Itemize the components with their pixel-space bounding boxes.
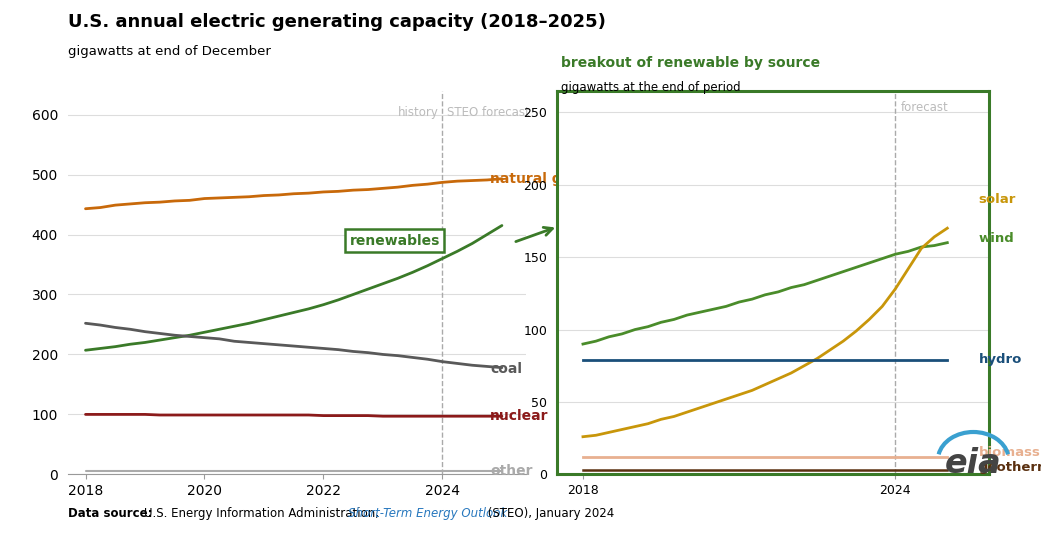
Text: breakout of renewable by source: breakout of renewable by source (561, 56, 820, 70)
Text: biomass: biomass (979, 446, 1040, 459)
Text: other: other (490, 464, 533, 479)
Text: gigawatts at the end of period: gigawatts at the end of period (561, 81, 741, 94)
Text: hydro: hydro (979, 353, 1022, 367)
Text: gigawatts at end of December: gigawatts at end of December (68, 45, 271, 58)
Text: Data source:: Data source: (68, 507, 152, 520)
Text: geothermal: geothermal (979, 461, 1041, 474)
Text: coal: coal (490, 362, 522, 376)
Text: natural gas: natural gas (490, 172, 580, 186)
Text: eia: eia (945, 447, 1001, 480)
Text: forecast: forecast (900, 101, 948, 114)
Text: wind: wind (979, 232, 1014, 245)
Text: solar: solar (979, 193, 1016, 206)
Text: history: history (398, 106, 438, 119)
Text: U.S. annual electric generating capacity (2018–2025): U.S. annual electric generating capacity… (68, 13, 606, 31)
Text: U.S. Energy Information Administration,: U.S. Energy Information Administration, (144, 507, 382, 520)
Text: STEO forecast: STEO forecast (447, 106, 529, 119)
Text: (STEO), January 2024: (STEO), January 2024 (484, 507, 614, 520)
Text: renewables: renewables (350, 233, 440, 247)
Text: Short-Term Energy Outlook: Short-Term Energy Outlook (348, 507, 507, 520)
Text: nuclear: nuclear (490, 409, 549, 423)
